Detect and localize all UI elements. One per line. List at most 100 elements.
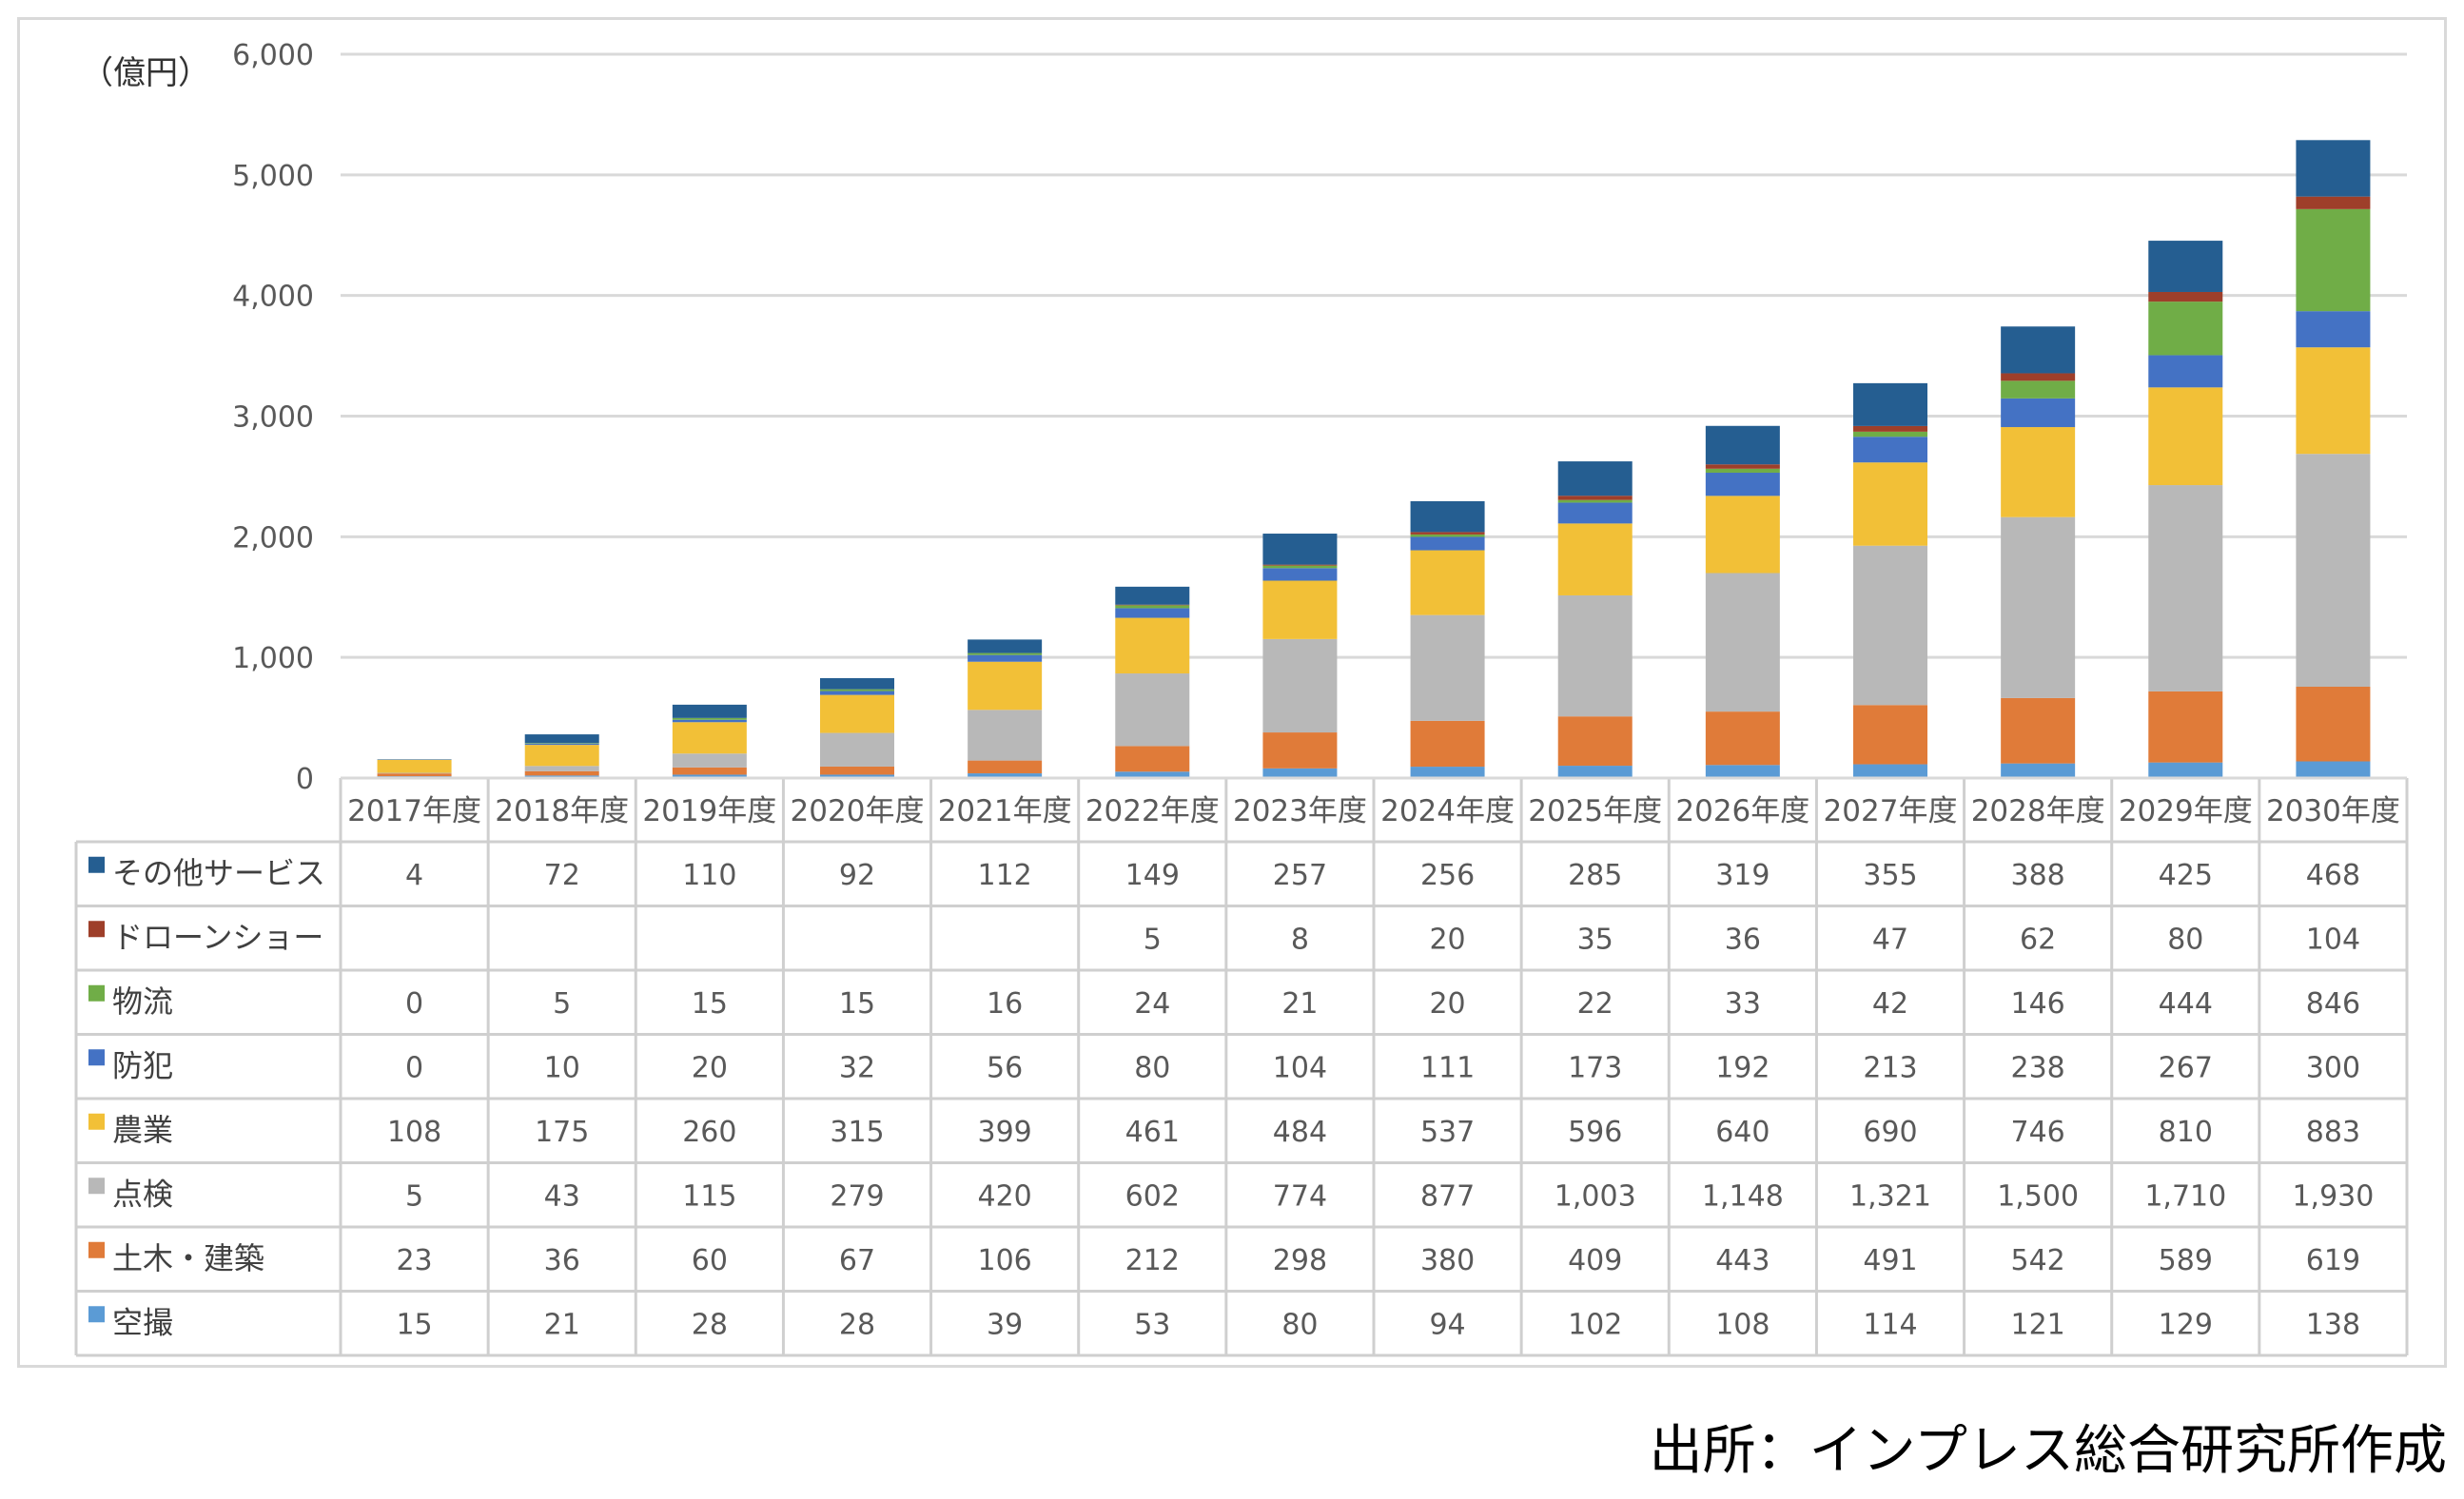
bar-segment (820, 732, 894, 767)
y-tick-label: 4,000 (232, 281, 314, 314)
bar-segment (2148, 691, 2223, 763)
bar-segment (1410, 500, 1485, 533)
bar-segment (1410, 536, 1485, 551)
bar-segment (1115, 771, 1190, 778)
data-table-cell: 21 (1281, 987, 1318, 1021)
data-table-cell: 32 (839, 1051, 875, 1084)
bar-segment (2001, 380, 2076, 399)
bar-segment (1705, 496, 1780, 574)
data-table-cell: 192 (1715, 1051, 1770, 1084)
bar-segment (968, 661, 1043, 711)
data-table-cell: 16 (987, 987, 1023, 1021)
data-table-cell: 1,710 (2144, 1179, 2226, 1213)
bar-segment (1853, 462, 1927, 546)
data-table-cell: 774 (1273, 1179, 1327, 1213)
legend-label: 空撮 (112, 1304, 173, 1340)
data-table-cell: 43 (544, 1179, 580, 1213)
bar-segment (1262, 564, 1338, 566)
bar-segment (524, 766, 599, 771)
x-category-label: 2017年度 (347, 794, 481, 828)
data-table-cell: 149 (1125, 859, 1180, 892)
data-table-cell: 319 (1715, 859, 1770, 892)
data-table-cell: 20 (692, 1051, 728, 1084)
y-tick-label: 0 (296, 763, 314, 796)
bar-segment (2001, 326, 2076, 374)
bar-segment (820, 774, 894, 778)
data-table-cell: 28 (839, 1308, 875, 1341)
data-table-cell: 380 (1420, 1244, 1475, 1277)
data-table-cell: 129 (2159, 1308, 2213, 1341)
data-table-cell: 285 (1568, 859, 1622, 892)
bar-segment (2001, 373, 2076, 381)
data-table-cell: 104 (1273, 1051, 1327, 1084)
x-category-label: 2019年度 (642, 794, 776, 828)
data-table-cell: 5 (553, 987, 571, 1021)
bar-segment (1410, 614, 1485, 721)
data-table-cell: 10 (544, 1051, 580, 1084)
data-table-cell: 589 (2159, 1244, 2213, 1277)
bar-segment (524, 743, 599, 746)
data-table-cell: 21 (544, 1308, 580, 1341)
bar-segment (1853, 545, 1927, 706)
bar-segment (1853, 705, 1927, 765)
bar-segment (524, 745, 599, 767)
data-table-cell: 104 (2306, 923, 2360, 956)
data-table-cell: 602 (1125, 1179, 1180, 1213)
bar-segment (1410, 550, 1485, 615)
data-table-cell: 15 (839, 987, 875, 1021)
bar-segment (2296, 761, 2371, 778)
bar-segment (2001, 516, 2076, 698)
bar-segment (820, 689, 894, 691)
y-tick-label: 6,000 (232, 39, 314, 72)
bar-segment (2148, 355, 2223, 388)
bar-segment (672, 774, 747, 778)
bar-segment (1705, 765, 1780, 778)
chart-frame (17, 17, 2447, 1368)
bar-segment (1115, 605, 1190, 609)
bar-segment (1115, 673, 1190, 747)
bar-segment (1705, 573, 1780, 712)
bar-segment (1853, 425, 1927, 432)
data-table-cell: 1,003 (1555, 1179, 1636, 1213)
x-category-label: 2023年度 (1233, 794, 1367, 828)
data-table-cell: 4 (405, 859, 423, 892)
bar-segment (1705, 425, 1780, 465)
bar-segment (377, 772, 452, 774)
legend-label: 土木・建築 (112, 1240, 264, 1276)
bar-segment (1557, 496, 1633, 500)
data-table-cell: 877 (1420, 1179, 1475, 1213)
bar-segment (2296, 347, 2371, 455)
data-table-cell: 409 (1568, 1244, 1622, 1277)
data-table-cell: 15 (692, 987, 728, 1021)
bar-segment (672, 767, 747, 775)
bar-segment (1115, 746, 1190, 772)
data-table-cell: 257 (1273, 859, 1327, 892)
bar-segment (1557, 766, 1633, 778)
bar-segment (1705, 468, 1780, 473)
y-unit-label: （億円） (81, 54, 210, 92)
data-table-cell: 1,930 (2292, 1179, 2374, 1213)
data-table-cell: 35 (1577, 923, 1613, 956)
legend-label: 物流 (112, 983, 173, 1020)
data-table-cell: 315 (830, 1116, 884, 1149)
data-table-cell: 72 (544, 859, 580, 892)
y-tick-label: 5,000 (232, 160, 314, 193)
bar-segment (1557, 502, 1633, 524)
bar-segment (377, 759, 452, 760)
data-table-cell: 444 (2159, 987, 2213, 1021)
bar-segment (1557, 499, 1633, 503)
bar-segment (672, 717, 747, 720)
bar-segment (820, 766, 894, 775)
bar-segment (1705, 711, 1780, 766)
bar-segment (1705, 472, 1780, 496)
bar-segment (2296, 140, 2371, 197)
bar-segment (1115, 608, 1190, 618)
legend-label: その他サービス (112, 855, 325, 891)
bar-segment (672, 719, 747, 723)
data-table-cell: 388 (2011, 859, 2065, 892)
data-table-cell: 24 (1134, 987, 1170, 1021)
data-table-cell: 115 (682, 1179, 736, 1213)
bar-segment (2148, 302, 2223, 356)
data-table-cell: 420 (978, 1179, 1032, 1213)
